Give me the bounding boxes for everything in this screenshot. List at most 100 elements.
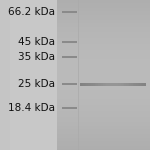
Bar bbox=[100, 83, 101, 86]
Bar bbox=[108, 83, 110, 86]
Bar bbox=[57, 22, 150, 24]
Bar bbox=[57, 1, 150, 3]
Bar bbox=[113, 83, 115, 86]
Bar bbox=[57, 55, 150, 57]
Bar bbox=[83, 83, 85, 86]
Bar bbox=[57, 108, 150, 110]
Bar bbox=[124, 83, 126, 86]
Bar bbox=[57, 93, 150, 94]
Bar bbox=[123, 83, 124, 86]
Bar bbox=[57, 94, 150, 96]
Bar bbox=[57, 72, 150, 74]
Bar bbox=[57, 46, 150, 48]
Bar bbox=[57, 129, 150, 130]
Bar bbox=[57, 78, 150, 80]
Bar bbox=[57, 18, 150, 20]
Bar bbox=[57, 15, 150, 16]
Bar bbox=[57, 40, 150, 42]
Bar bbox=[57, 105, 150, 106]
Bar bbox=[57, 54, 150, 55]
Bar bbox=[87, 83, 88, 86]
Bar bbox=[142, 83, 144, 86]
Bar bbox=[138, 83, 139, 86]
Text: 66.2 kDa: 66.2 kDa bbox=[8, 7, 55, 17]
Bar bbox=[57, 64, 150, 66]
Bar bbox=[57, 34, 150, 36]
Bar bbox=[80, 83, 82, 86]
Bar bbox=[57, 109, 150, 111]
Bar bbox=[57, 87, 150, 88]
Bar bbox=[57, 7, 150, 9]
Bar bbox=[62, 83, 77, 85]
Bar bbox=[133, 83, 134, 86]
Bar bbox=[57, 49, 150, 51]
Bar bbox=[98, 83, 100, 86]
Text: 35 kDa: 35 kDa bbox=[18, 52, 55, 62]
Bar bbox=[57, 66, 150, 68]
Bar bbox=[57, 37, 150, 39]
Bar bbox=[62, 56, 77, 58]
Bar bbox=[57, 3, 150, 4]
Bar bbox=[57, 60, 150, 61]
Bar bbox=[57, 28, 150, 30]
Bar bbox=[57, 127, 150, 129]
Bar bbox=[57, 45, 150, 46]
Bar bbox=[57, 63, 150, 64]
Bar bbox=[57, 30, 150, 32]
Bar bbox=[57, 126, 150, 128]
Text: 45 kDa: 45 kDa bbox=[18, 37, 55, 47]
Bar bbox=[57, 97, 150, 99]
Bar bbox=[57, 61, 150, 63]
Bar bbox=[57, 13, 150, 15]
Bar bbox=[57, 85, 150, 87]
Bar bbox=[57, 100, 150, 102]
Bar bbox=[57, 139, 150, 141]
Bar bbox=[62, 11, 77, 13]
Bar bbox=[57, 9, 150, 11]
Bar bbox=[57, 82, 150, 84]
Bar bbox=[57, 138, 150, 140]
Bar bbox=[57, 42, 150, 43]
Bar bbox=[103, 83, 105, 86]
Bar bbox=[57, 136, 150, 138]
Bar bbox=[57, 33, 150, 34]
Bar bbox=[118, 83, 120, 86]
Bar bbox=[57, 51, 150, 52]
Bar bbox=[57, 84, 150, 86]
Bar bbox=[57, 10, 150, 12]
Bar bbox=[134, 83, 136, 86]
Bar bbox=[121, 83, 123, 86]
Bar bbox=[57, 75, 150, 76]
Bar bbox=[57, 36, 150, 38]
Bar bbox=[57, 112, 150, 114]
Bar bbox=[57, 57, 150, 58]
Bar bbox=[57, 121, 150, 123]
Bar bbox=[57, 147, 150, 148]
Bar bbox=[57, 117, 150, 119]
Bar bbox=[57, 70, 150, 72]
Bar bbox=[82, 83, 83, 86]
Bar bbox=[62, 107, 77, 109]
Bar bbox=[57, 96, 150, 98]
Bar bbox=[57, 118, 150, 120]
Bar bbox=[136, 83, 138, 86]
Bar bbox=[141, 83, 143, 86]
Bar bbox=[57, 130, 150, 132]
Bar bbox=[57, 16, 150, 18]
Bar bbox=[88, 83, 90, 86]
Bar bbox=[57, 19, 150, 21]
Bar bbox=[57, 142, 150, 144]
Bar bbox=[129, 83, 131, 86]
Bar bbox=[106, 83, 108, 86]
Bar bbox=[57, 4, 150, 6]
Bar bbox=[57, 0, 150, 2]
Bar bbox=[57, 102, 150, 104]
Bar bbox=[57, 144, 150, 146]
Bar bbox=[57, 76, 150, 78]
Bar bbox=[92, 83, 93, 86]
Text: 25 kDa: 25 kDa bbox=[18, 79, 55, 89]
Bar bbox=[57, 132, 150, 134]
Text: 18.4 kDa: 18.4 kDa bbox=[8, 103, 55, 113]
Bar bbox=[57, 114, 150, 116]
Bar bbox=[57, 90, 150, 92]
